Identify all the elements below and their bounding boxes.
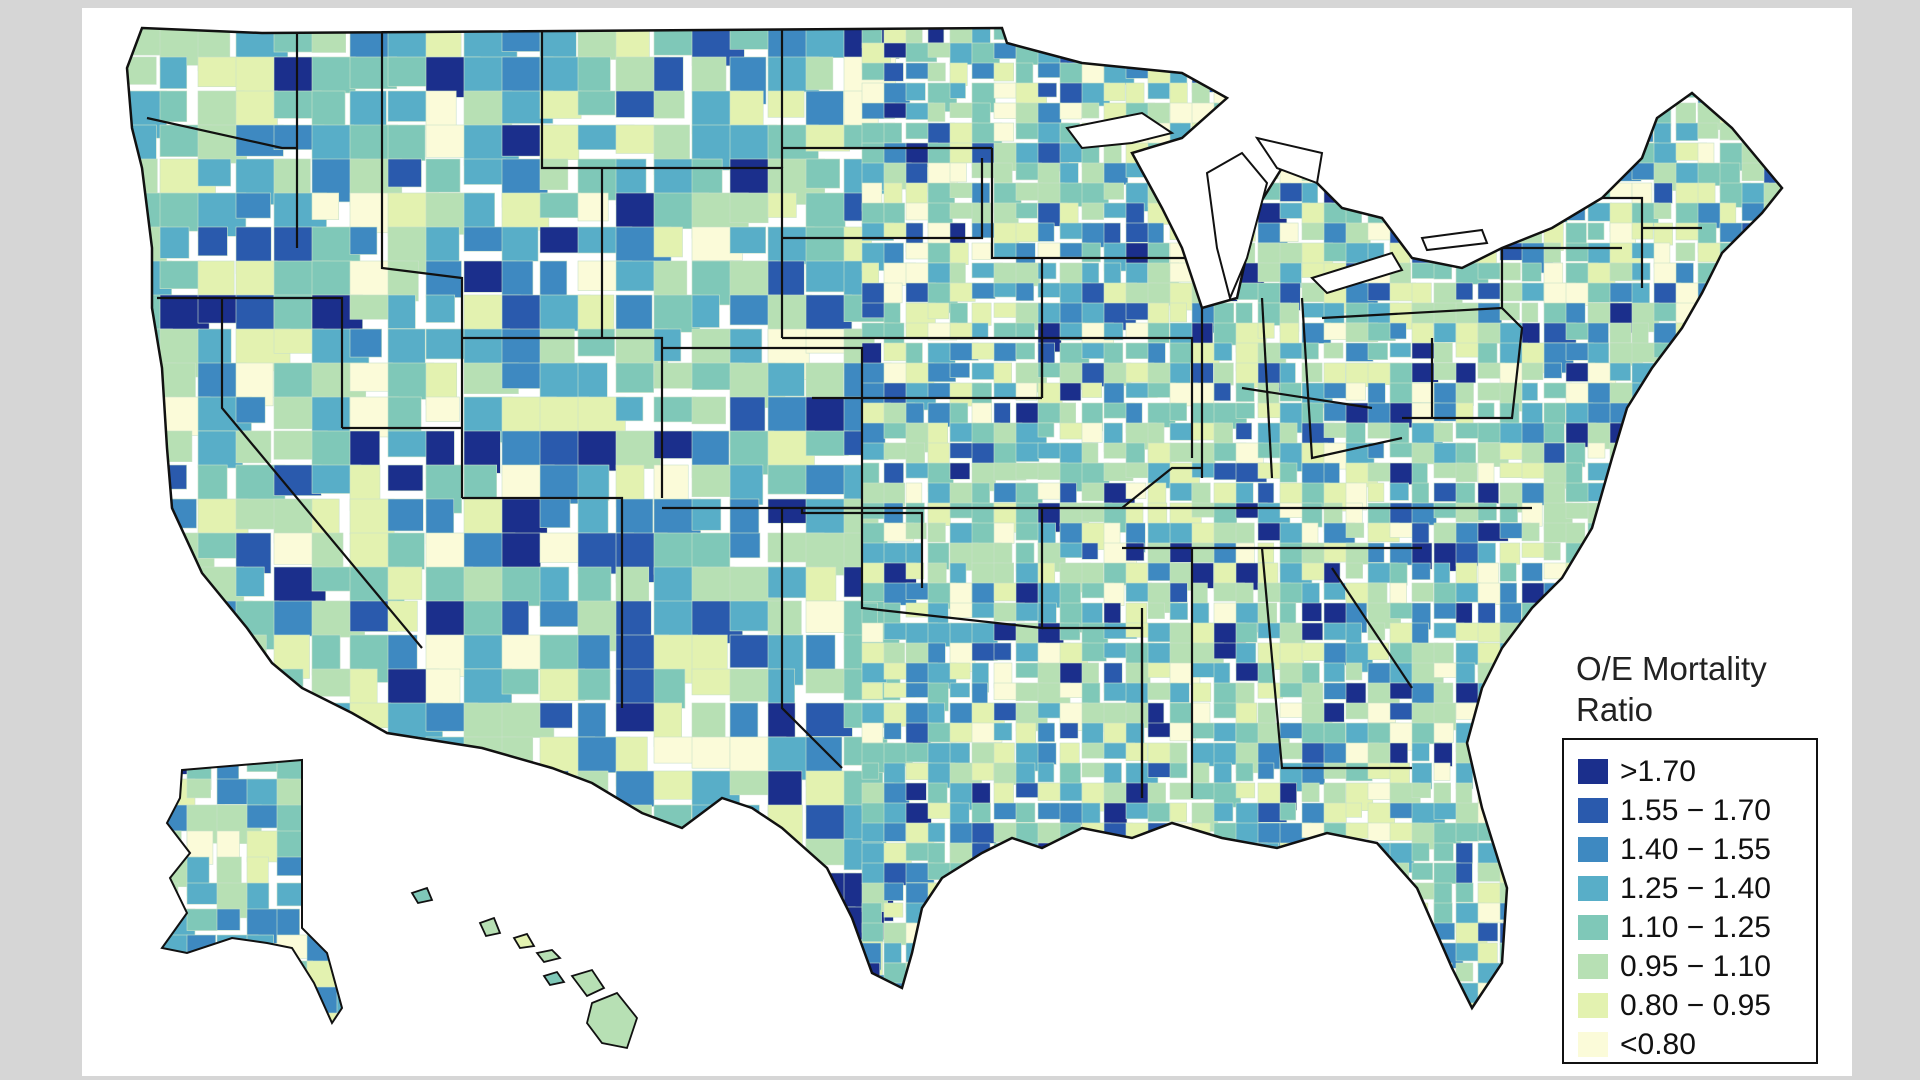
legend-item: 1.10 − 1.25 [1578,908,1816,947]
legend-item: >1.70 [1578,752,1816,791]
legend: >1.70 1.55 − 1.70 1.40 − 1.55 1.25 − 1.40 1.… [1562,738,1818,1064]
legend-item: 0.95 − 1.10 [1578,947,1816,986]
legend-title: O/E Mortality Ratio [1576,648,1767,730]
legend-swatch [1578,954,1608,979]
legend-label: 1.40 − 1.55 [1620,832,1771,866]
legend-swatch [1578,915,1608,940]
slide-canvas: O/E Mortality Ratio >1.70 1.55 − 1.70 1.40… [82,8,1852,1076]
legend-title-line1: O/E Mortality [1576,650,1767,687]
legend-title-line2: Ratio [1576,691,1654,728]
legend-label: 1.10 − 1.25 [1620,910,1771,944]
legend-swatch [1578,837,1608,862]
legend-item: <0.80 [1578,1025,1816,1064]
legend-swatch [1578,993,1608,1018]
legend-item: 1.55 − 1.70 [1578,791,1816,830]
legend-label: >1.70 [1620,754,1696,788]
legend-swatch [1578,1032,1608,1057]
legend-item: 1.25 − 1.40 [1578,869,1816,908]
legend-swatch [1578,798,1608,823]
great-lakes [1065,111,1489,302]
hawaii-map [410,886,639,1050]
state-borders [146,28,1702,798]
legend-label: 0.95 − 1.10 [1620,949,1771,983]
legend-label: <0.80 [1620,1027,1696,1061]
legend-label: 0.80 − 0.95 [1620,988,1771,1022]
legend-item: 1.40 − 1.55 [1578,830,1816,869]
us-county-map [125,26,1784,1050]
legend-label: 1.55 − 1.70 [1620,793,1771,827]
legend-item: 0.80 − 0.95 [1578,986,1816,1025]
legend-label: 1.25 − 1.40 [1620,871,1771,905]
alaska-map [161,759,343,1024]
legend-swatch [1578,876,1608,901]
legend-swatch [1578,759,1608,784]
